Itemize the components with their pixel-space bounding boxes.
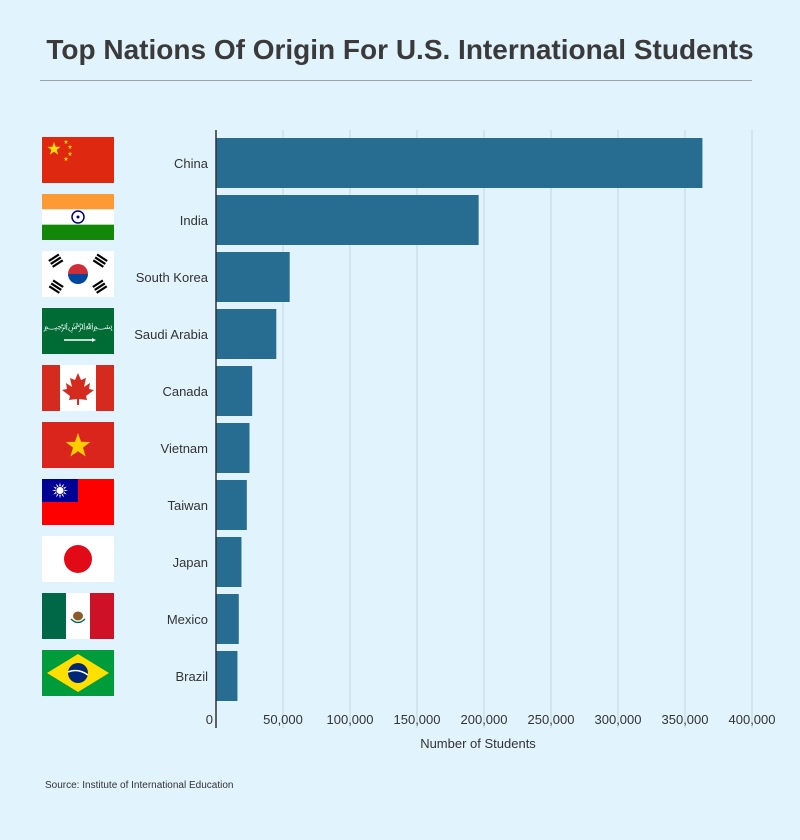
x-tick-label: 200,000: [461, 712, 508, 727]
flag-column: ﷽: [42, 137, 114, 696]
saudi-arabia-flag-icon: ﷽: [42, 308, 114, 354]
china-flag-icon: [42, 137, 114, 183]
bar: [216, 651, 238, 701]
india-flag-icon: [42, 194, 114, 240]
category-label: Japan: [173, 555, 208, 570]
x-tick-label: 350,000: [662, 712, 709, 727]
x-tick-label: 300,000: [595, 712, 642, 727]
x-tick-label: 250,000: [528, 712, 575, 727]
bar: [216, 138, 703, 188]
bar: [216, 480, 247, 530]
bar: [216, 252, 290, 302]
chart-title: Top Nations Of Origin For U.S. Internati…: [46, 34, 754, 65]
category-labels: China India South Korea Saudi Arabia Canada V…: [134, 156, 209, 684]
bar: [216, 195, 479, 245]
x-tick-label: 50,000: [263, 712, 303, 727]
japan-flag-icon: [42, 536, 114, 582]
source-note: Source: Institute of International Educa…: [45, 780, 234, 791]
x-axis-title: Number of Students: [420, 736, 536, 751]
mexico-flag-icon: [42, 593, 114, 639]
x-tick-label: 100,000: [327, 712, 374, 727]
category-label: Canada: [162, 384, 208, 399]
bar: [216, 423, 250, 473]
category-label: China: [174, 156, 209, 171]
category-label: Mexico: [167, 612, 208, 627]
category-label: Taiwan: [168, 498, 208, 513]
category-label: Brazil: [175, 669, 208, 684]
bar: [216, 366, 253, 416]
brazil-flag-icon: [42, 650, 114, 696]
x-tick-label: 150,000: [394, 712, 441, 727]
taiwan-flag-icon: [42, 479, 114, 525]
x-tick-label: 0: [206, 712, 213, 727]
category-label: Saudi Arabia: [134, 327, 208, 342]
canada-flag-icon: [42, 365, 114, 411]
bars: [216, 138, 703, 701]
south-korea-flag-icon: [42, 251, 114, 297]
category-label: Vietnam: [161, 441, 208, 456]
svg-text:﷽: ﷽: [43, 321, 112, 333]
vietnam-flag-icon: [42, 422, 114, 468]
bar: [216, 594, 239, 644]
x-tick-labels: 0 50,000 100,000 150,000 200,000 250,000 300,0…: [206, 712, 776, 727]
category-label: India: [180, 213, 209, 228]
category-label: South Korea: [136, 270, 209, 285]
bar: [216, 309, 277, 359]
x-tick-label: 400,000: [729, 712, 776, 727]
bar: [216, 537, 242, 587]
title-divider: [40, 80, 752, 81]
